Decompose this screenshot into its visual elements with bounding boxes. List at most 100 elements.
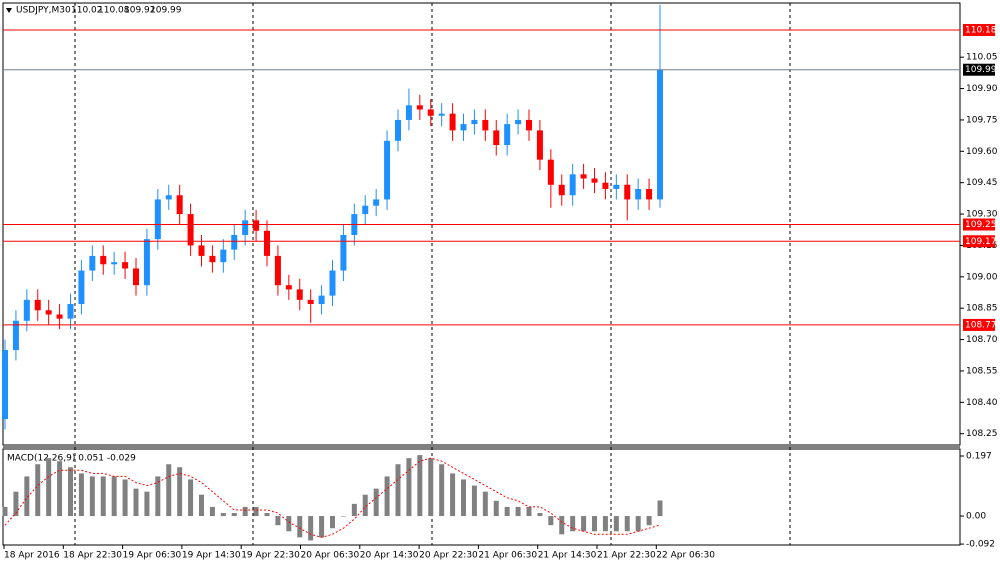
candle-body <box>2 350 8 420</box>
candle-body <box>318 295 325 305</box>
x-tick-label: 21 Apr 06:30 <box>478 551 537 561</box>
candle-body <box>602 182 609 189</box>
candle-body <box>504 124 511 146</box>
menu-triangle <box>6 8 12 13</box>
macd-bar <box>340 516 346 517</box>
macd-bar <box>570 516 576 532</box>
macd-bar <box>624 516 630 532</box>
candle-body <box>373 199 380 206</box>
x-tick-label: 20 Apr 06:30 <box>301 551 360 561</box>
macd-bar <box>406 458 412 517</box>
candle-body <box>515 119 522 125</box>
macd-bar <box>220 513 226 517</box>
x-tick-label: 18 Apr 22:30 <box>63 551 122 561</box>
candle-body <box>122 262 129 269</box>
candle-body <box>558 184 565 196</box>
candle-body <box>329 270 336 296</box>
candle-body <box>274 255 281 286</box>
candle-body <box>416 105 423 110</box>
macd-bar <box>35 464 41 517</box>
y-tick-label: 108.55 <box>966 366 998 376</box>
candle-body <box>133 268 139 286</box>
price-level-label: 109.99 <box>965 65 997 75</box>
x-tick-label: 21 Apr 22:30 <box>597 551 656 561</box>
price-level-label: 109.25 <box>965 220 997 230</box>
y-tick-label: 109.75 <box>966 115 998 125</box>
candle-body <box>493 130 500 146</box>
price-level-box <box>963 23 995 36</box>
macd-bar <box>308 516 314 541</box>
price-level-label: 110.18 <box>965 25 997 35</box>
macd-bar <box>2 506 8 517</box>
candle-body <box>427 109 434 116</box>
macd-bar <box>122 479 128 517</box>
x-tick-label: 20 Apr 22:30 <box>419 551 478 561</box>
candle-body <box>471 119 478 125</box>
price-level-box <box>963 218 995 231</box>
macd-bar <box>13 491 19 517</box>
candle-body <box>449 113 456 131</box>
macd-bar <box>166 464 172 517</box>
candle-body <box>646 188 653 200</box>
macd-y-tick-label: -0.092 <box>966 540 995 550</box>
candle-body <box>657 69 663 200</box>
macd-bar <box>144 491 150 517</box>
candle-body <box>89 255 96 271</box>
candle-body <box>438 113 445 116</box>
candle-body <box>100 255 107 265</box>
candle-body <box>34 299 41 311</box>
candle-body <box>67 304 74 319</box>
candle-body <box>176 195 183 215</box>
macd-bar <box>450 473 456 517</box>
macd-bar <box>504 506 510 517</box>
price-level-label: 109.17 <box>965 237 997 247</box>
x-tick-label: 19 Apr 06:30 <box>123 551 182 561</box>
macd-bar <box>657 500 663 517</box>
candle-body <box>482 119 489 131</box>
macd-bar <box>461 479 466 517</box>
candle-body <box>45 310 52 315</box>
candle-body <box>198 245 205 256</box>
macd-y-tick-label: 0.00 <box>966 512 986 522</box>
ohlc-open: 110.02 <box>71 6 103 16</box>
macd-bar <box>646 516 652 526</box>
macd-bar <box>559 516 565 535</box>
y-tick-label: 109.00 <box>966 272 998 282</box>
macd-bar <box>439 464 445 517</box>
macd-label: MACD(12,26,9) 0.051 -0.029 <box>7 454 136 464</box>
macd-bar <box>428 458 434 517</box>
candle-body <box>635 188 642 200</box>
price-panel <box>2 2 961 446</box>
x-tick-label: 19 Apr 22:30 <box>241 551 300 561</box>
macd-bar <box>253 506 259 517</box>
candle-body <box>340 234 347 271</box>
macd-bar <box>362 494 368 517</box>
candle-body <box>384 140 391 200</box>
ohlc-high: 110.08 <box>98 6 130 16</box>
day-separators <box>74 3 791 545</box>
macd-bar <box>24 476 30 517</box>
candle-body <box>547 159 554 185</box>
candle-body <box>187 214 194 246</box>
candle-body <box>362 205 369 215</box>
macd-bar <box>68 467 73 517</box>
price-level-box <box>963 63 995 76</box>
macd-bar <box>319 516 325 538</box>
macd-bar <box>526 506 532 517</box>
x-tick-label: 22 Apr 06:30 <box>656 551 715 561</box>
macd-bar <box>89 476 95 517</box>
macd-bar <box>493 500 499 517</box>
price-level-box <box>963 235 995 248</box>
y-tick-label: 109.30 <box>966 210 998 220</box>
macd-bar <box>417 455 423 517</box>
candle-body <box>569 174 576 196</box>
macd-signal <box>4 457 661 538</box>
macd-bar <box>592 516 597 532</box>
macd-bar <box>537 513 543 517</box>
candle-body <box>526 119 532 131</box>
candle-body <box>296 289 303 300</box>
candle-body <box>23 299 30 321</box>
candle-body <box>613 184 620 189</box>
macd-bar <box>613 516 619 532</box>
